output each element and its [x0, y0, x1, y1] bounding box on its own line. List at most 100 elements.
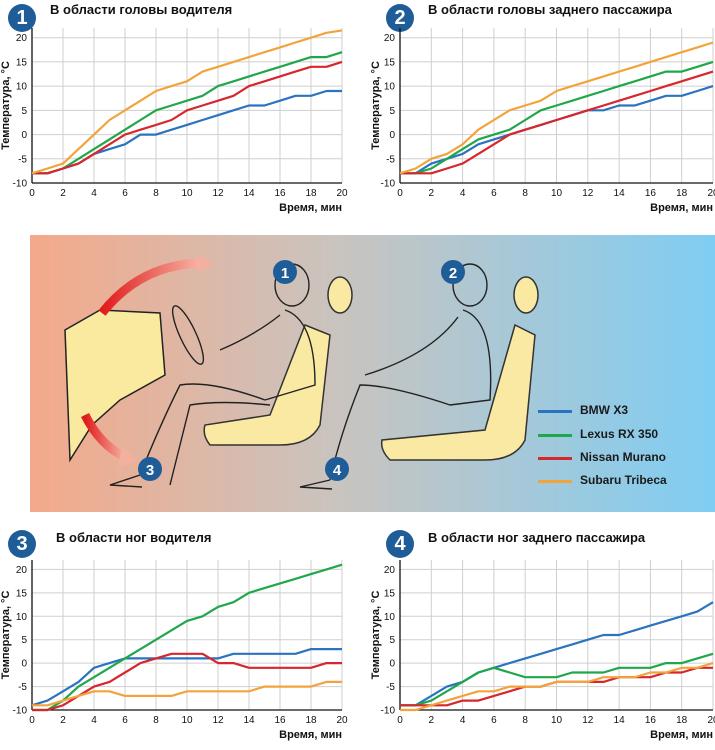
y-tick-label: -5 — [18, 154, 27, 165]
x-tick-label: 2 — [60, 715, 66, 726]
series-line-lexus — [400, 652, 714, 707]
legend-label-bmw: BMW X3 — [580, 403, 628, 417]
y-tick-label: -10 — [381, 179, 396, 190]
x-tick-label: 6 — [122, 188, 128, 199]
y-tick-label: 20 — [16, 565, 28, 576]
series-line-nissan — [32, 60, 343, 175]
y-tick-label: 15 — [384, 57, 396, 68]
x-tick-label: 10 — [181, 188, 193, 199]
series-line-nissan — [400, 70, 714, 175]
panel-1-title: В области головы водителя — [50, 2, 233, 17]
y-tick-label: -10 — [381, 706, 396, 717]
y-tick-label: 20 — [16, 33, 28, 44]
x-tick-label: 6 — [491, 715, 497, 726]
x-axis-label: Время, мин — [279, 202, 342, 214]
series-line-lexus — [400, 60, 714, 175]
chart-feet-driver: 0 2 4 6 8 10 12 14 16 18 20 -10 -5 0 5 10 15 20 Время, мин… — [0, 560, 348, 741]
panel-1-badge: 1 — [8, 4, 36, 32]
rear-seat — [380, 323, 536, 461]
x-tick-label: 0 — [29, 715, 35, 726]
feet-driver-marker — [138, 457, 162, 481]
x-tick-label: 8 — [522, 715, 528, 726]
panel-2-badge: 2 — [386, 4, 414, 32]
driver-seat — [203, 324, 331, 446]
y-tick-label: 10 — [16, 612, 28, 623]
cabin-illustration: 1 2 3 4 — [30, 235, 715, 512]
x-tick-label: 18 — [305, 715, 317, 726]
x-tick-label: 18 — [676, 715, 688, 726]
x-axis-label: Время, мин — [650, 202, 713, 214]
x-tick-label: 10 — [551, 715, 563, 726]
y-tick-label: 15 — [16, 57, 28, 68]
x-tick-label: 10 — [551, 188, 563, 199]
cabin-scene: 1 2 3 4 — [30, 235, 715, 512]
panel-4-title: В области ног заднего пассажира — [428, 530, 646, 545]
airflow-arrowhead-down — [118, 447, 138, 467]
panel-4-badge: 4 — [386, 530, 414, 558]
x-tick-label: 20 — [707, 188, 715, 199]
y-tick-label: -5 — [386, 154, 395, 165]
x-tick-label: 14 — [243, 188, 255, 199]
y-tick-label: 5 — [21, 635, 27, 646]
head-driver-marker — [273, 260, 297, 284]
y-tick-label: 0 — [389, 130, 395, 141]
y-tick-label: 10 — [384, 612, 396, 623]
x-tick-label: 4 — [460, 188, 466, 199]
x-tick-label: 16 — [274, 188, 286, 199]
x-tick-label: 0 — [397, 715, 403, 726]
y-tick-label: 15 — [384, 588, 396, 599]
y-tick-label: 0 — [21, 659, 27, 670]
x-tick-label: 2 — [60, 188, 66, 199]
legend-label-nissan: Nissan Murano — [580, 450, 667, 464]
panel-3-badge: 3 — [8, 530, 36, 558]
x-tick-label: 16 — [274, 715, 286, 726]
x-axis-label: Время, мин — [279, 729, 342, 741]
series-line-subaru — [32, 680, 342, 707]
legend-swatch-subaru — [538, 480, 572, 483]
y-tick-label: 0 — [389, 659, 395, 670]
x-tick-label: 6 — [122, 715, 128, 726]
legend-label-subaru: Subaru Tribeca — [580, 473, 667, 487]
x-tick-label: 4 — [91, 715, 97, 726]
x-tick-label: 16 — [645, 188, 657, 199]
y-tick-label: 5 — [389, 635, 395, 646]
y-axis-label: Температура, °С — [0, 591, 12, 680]
x-tick-label: 20 — [707, 715, 715, 726]
x-tick-label: 12 — [212, 715, 224, 726]
rear-passenger-figure — [299, 263, 492, 490]
head-rear-marker-label: 2 — [449, 265, 457, 282]
y-tick-label: -5 — [18, 682, 27, 693]
y-tick-label: 15 — [16, 588, 28, 599]
y-tick-label: 20 — [384, 33, 396, 44]
x-tick-label: 10 — [181, 715, 193, 726]
rear-headrest — [513, 276, 539, 314]
series-line-lexus — [32, 51, 343, 175]
legend-label-lexus: Lexus RX 350 — [580, 427, 659, 441]
x-tick-label: 8 — [153, 188, 159, 199]
x-tick-label: 14 — [614, 188, 626, 199]
series-line-subaru — [31, 29, 343, 175]
x-tick-label: 2 — [429, 188, 435, 199]
driver-headrest — [327, 276, 353, 314]
x-tick-label: 6 — [491, 188, 497, 199]
chart-head-rear-passenger: 0 2 4 6 8 10 12 14 16 18 20 -10 -5 0 5 10 15 20 Время, мин… — [370, 28, 715, 214]
chart-feet-rear-passenger: 0 2 4 6 8 10 12 14 16 18 20 -10 -5 0 5 10 15 20 Время, мин… — [370, 560, 715, 741]
panel-3-title: В области ног водителя — [56, 530, 212, 545]
x-tick-label: 18 — [676, 188, 688, 199]
x-tick-label: 12 — [582, 715, 594, 726]
y-tick-label: 20 — [384, 565, 396, 576]
x-axis-label: Время, мин — [650, 729, 713, 741]
series-line-bmw — [31, 647, 342, 707]
series-line-subaru — [400, 662, 714, 712]
chart-head-driver: 0 2 4 6 8 10 12 14 16 18 20 -10 -5 0 5 10 15 20 Время, мин… — [0, 28, 348, 214]
y-tick-label: -10 — [13, 179, 28, 190]
x-tick-label: 12 — [212, 188, 224, 199]
x-tick-label: 2 — [429, 715, 435, 726]
head-rear-marker — [441, 260, 465, 284]
legend-swatch-lexus — [538, 434, 572, 437]
y-tick-label: 10 — [384, 82, 396, 93]
feet-rear-marker — [325, 457, 349, 481]
feet-driver-marker-label: 3 — [146, 462, 154, 479]
airflow-arrow-up — [98, 258, 201, 316]
x-tick-label: 4 — [91, 188, 97, 199]
